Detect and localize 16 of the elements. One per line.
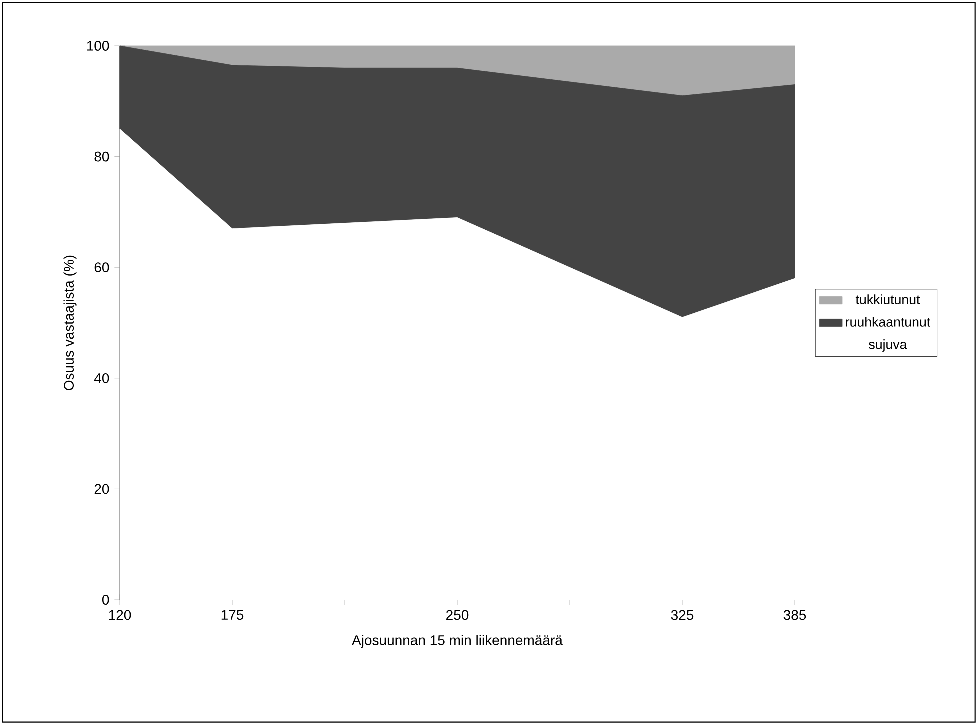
- y-tick-label: 80: [94, 152, 110, 162]
- x-tick-label: 175: [222, 610, 244, 620]
- y-tick-label: 100: [87, 41, 110, 51]
- x-tick-label: 250: [446, 610, 469, 620]
- y-tick-label: 40: [94, 373, 110, 384]
- x-tick-label: 120: [109, 610, 132, 620]
- x-tick-label: 385: [784, 610, 806, 620]
- y-tick-label: 20: [94, 484, 110, 494]
- x-axis-title: Ajosuunnan 15 min liikennemäärä: [352, 635, 563, 648]
- legend-label: tukkiutunut: [856, 294, 920, 304]
- x-tick-label: 325: [671, 610, 694, 620]
- text: sujuva: [869, 340, 908, 352]
- y-tick-label: 60: [94, 262, 110, 273]
- y-axis-title: Osuus vastaajista (%): [64, 256, 77, 390]
- y-tick-label: 0: [102, 595, 110, 605]
- legend-label: ruuhkaantunut: [846, 317, 931, 327]
